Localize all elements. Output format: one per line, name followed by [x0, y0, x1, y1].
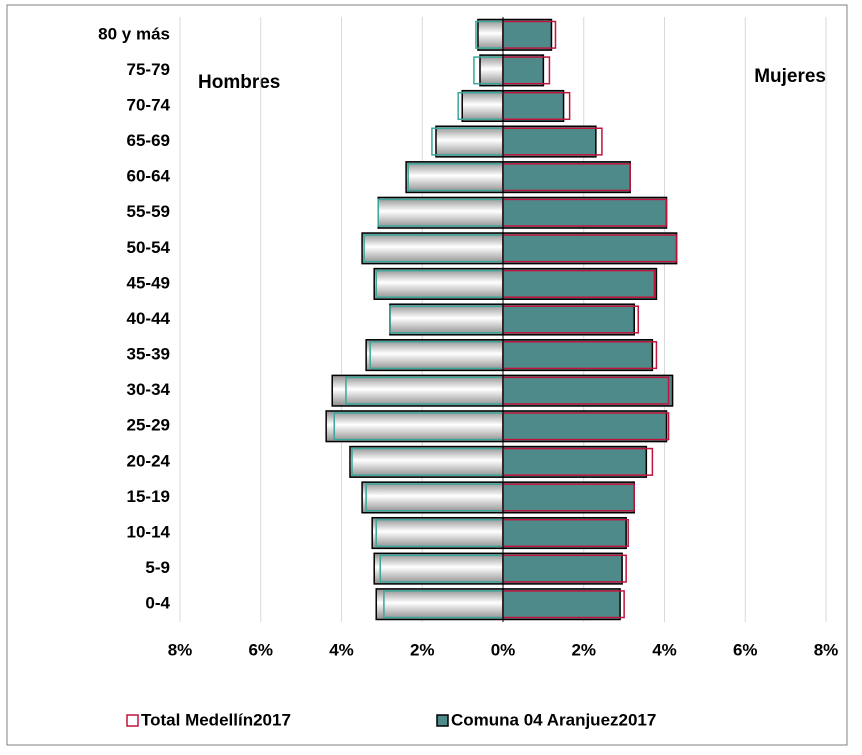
x-tick-label: 0% [491, 640, 516, 659]
bar-men [361, 232, 504, 265]
y-tick-label: 40-44 [127, 309, 171, 328]
x-tick-label: 2% [571, 640, 596, 659]
y-tick-label: 50-54 [127, 238, 171, 257]
x-tick-label: 6% [248, 640, 273, 659]
bar-men [349, 445, 504, 478]
x-tick-label: 4% [652, 640, 677, 659]
bar-men [389, 303, 504, 336]
y-tick-label: 5-9 [145, 558, 170, 577]
bar-men [477, 18, 504, 51]
annotation-left: Hombres [198, 72, 280, 93]
x-tick-label: 8% [814, 640, 839, 659]
y-tick-label: 35-39 [127, 345, 170, 364]
bar-women [502, 410, 668, 443]
y-tick-label: 20-24 [127, 451, 171, 470]
bar-men [375, 588, 504, 621]
bar-women [502, 89, 565, 123]
bar-men [373, 267, 504, 300]
legend-label: Total Medellín2017 [141, 710, 291, 729]
legend-swatch [436, 714, 449, 727]
bar-men [461, 89, 504, 123]
bar-women [502, 445, 648, 478]
bar-men [377, 196, 504, 229]
bar-men [479, 54, 504, 87]
y-tick-label: 0-4 [145, 594, 170, 613]
bar-men [361, 481, 504, 514]
bar-women [502, 267, 658, 300]
legend-swatch [126, 714, 139, 727]
bar-men [435, 125, 504, 158]
legend-label: Comuna 04 Aranjuez2017 [451, 710, 656, 729]
bar-men [365, 339, 504, 372]
bar-women [502, 588, 621, 621]
bar-men [373, 552, 504, 585]
x-tick-label: 2% [410, 640, 435, 659]
y-tick-label: 55-59 [127, 202, 170, 221]
bar-women [502, 374, 674, 407]
bar-women [502, 481, 635, 514]
y-tick-label: 25-29 [127, 416, 170, 435]
bar-women [502, 232, 678, 265]
x-tick-label: 8% [168, 640, 193, 659]
x-tick-label: 4% [329, 640, 354, 659]
y-tick-label: 15-19 [127, 487, 170, 506]
bar-men [405, 161, 504, 194]
bar-women [502, 196, 668, 229]
y-tick-label: 70-74 [127, 95, 171, 114]
bar-men [371, 516, 504, 550]
bar-men [325, 410, 504, 443]
y-tick-label: 30-34 [127, 380, 171, 399]
y-tick-label: 10-14 [127, 523, 171, 542]
bar-women [502, 303, 635, 336]
x-tick-label: 6% [733, 640, 758, 659]
y-tick-label: 60-64 [127, 167, 171, 186]
bar-women [502, 125, 597, 158]
bar-women [502, 54, 545, 87]
bar-women [502, 161, 631, 194]
bar-men [331, 374, 504, 407]
bar-women [502, 18, 553, 51]
y-tick-label: 45-49 [127, 273, 170, 292]
y-tick-label: 65-69 [127, 131, 170, 150]
bar-women [502, 552, 623, 585]
y-tick-label: 80 y más [98, 24, 170, 43]
bar-women [502, 339, 654, 372]
annotation-right: Mujeres [754, 66, 826, 87]
bar-women [502, 516, 627, 550]
y-tick-label: 75-79 [127, 60, 170, 79]
